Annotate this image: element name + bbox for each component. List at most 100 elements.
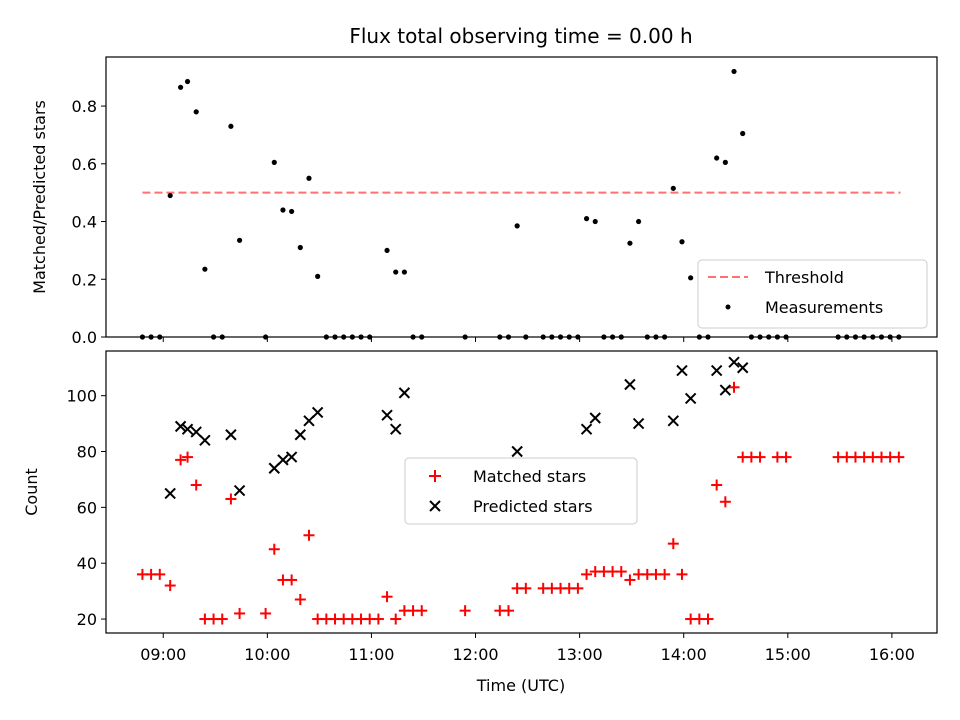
legend-threshold-label: Threshold [764, 268, 844, 287]
legend-measurements-swatch [725, 304, 731, 310]
matched-star-point [676, 568, 688, 580]
predicted-star-point [390, 423, 402, 435]
predicted-star-point [719, 384, 732, 396]
predicted-star-point [199, 434, 211, 447]
matched-star-point [719, 496, 731, 508]
legend-predicted-label: Predicted stars [473, 497, 593, 516]
measurement-point [228, 123, 234, 129]
measurement-point [627, 240, 633, 246]
measurement-point [167, 192, 173, 199]
measurement-point [202, 266, 208, 272]
measurement-point [688, 275, 694, 281]
matched-star-point [780, 451, 792, 463]
measurement-point [193, 109, 199, 115]
bottom-y-ticks: 20 40 60 80 100 [66, 387, 106, 629]
top-axes-frame [105, 56, 938, 338]
predicted-star-point [624, 378, 636, 391]
predicted-star-point [311, 406, 324, 419]
top-legend: Threshold Measurements [697, 259, 928, 329]
matched-star-point [164, 580, 176, 592]
matched-star-point [711, 479, 723, 491]
matched-star-point [234, 607, 246, 619]
measurement-point [306, 175, 312, 181]
matched-star-point [225, 493, 237, 505]
predicted-star-point [676, 364, 688, 377]
predicted-star-point [667, 415, 680, 427]
measurement-point [393, 269, 399, 275]
bottom-y-axis-label: Count [22, 468, 41, 516]
predicted-star-point [285, 451, 298, 463]
matched-star-point [416, 605, 428, 617]
matched-star-point [572, 582, 584, 594]
predicted-star-point [190, 426, 202, 438]
measurement-point [401, 269, 407, 275]
measurement-point [184, 78, 191, 85]
matched-star-point [294, 593, 306, 605]
bottom-y-tick-label: 20 [77, 610, 97, 629]
bottom-y-tick-label: 100 [66, 387, 97, 406]
predicted-star-point [589, 412, 601, 424]
matched-star-point [390, 613, 402, 625]
matched-star-point [667, 538, 679, 550]
matched-star-point [520, 582, 532, 594]
legend-matched-swatch [429, 470, 441, 482]
predicted-star-point [398, 387, 411, 399]
x-tick-label: 13:00 [557, 645, 603, 664]
predicted-star-point [294, 429, 307, 441]
predicted-star-point [632, 417, 645, 430]
matched-star-point [268, 543, 280, 555]
bottom-legend-box [404, 457, 638, 525]
matched-star-point [190, 479, 202, 491]
top-y-axis-label: Matched/Predicted stars [30, 100, 49, 294]
matched-star-point [381, 591, 393, 603]
top-legend-box [697, 259, 928, 329]
matched-star-point [303, 529, 315, 541]
matched-star-point [728, 381, 740, 393]
bottom-x-ticks: 09:00 10:00 11:00 12:00 13:00 14:00 15:00 16:00 [140, 633, 915, 664]
measurement-point [514, 223, 520, 229]
bottom-legend: Matched stars Predicted stars [404, 457, 638, 525]
x-tick-label: 14:00 [661, 645, 707, 664]
bottom-y-tick-label: 60 [77, 498, 97, 517]
x-tick-label: 10:00 [244, 645, 290, 664]
x-axis-label: Time (UTC) [476, 676, 565, 695]
top-y-tick-label: 0.0 [72, 328, 97, 347]
legend-matched-label: Matched stars [473, 467, 586, 486]
matched-star-point [502, 605, 514, 617]
x-tick-label: 15:00 [765, 645, 811, 664]
matched-star-point [459, 605, 471, 617]
matched-star-point [182, 451, 194, 463]
measurement-point [679, 239, 685, 245]
bottom-plot-area [136, 356, 905, 625]
measurement-point [297, 244, 303, 251]
measurement-point [583, 216, 590, 222]
predicted-star-point [277, 454, 289, 466]
matched-star-point [154, 568, 166, 580]
measurement-point [731, 68, 737, 75]
bottom-y-tick-label: 40 [77, 554, 97, 573]
bottom-axes-frame [105, 350, 938, 634]
matched-star-point [702, 613, 714, 625]
predicted-star-point [710, 364, 723, 377]
measurement-point [384, 247, 390, 254]
predicted-star-point [381, 409, 393, 421]
top-y-ticks: 0.0 0.2 0.4 0.6 0.8 [72, 97, 106, 347]
matched-star-point [893, 451, 905, 463]
measurement-point [315, 273, 321, 279]
bottom-panel: Count Time (UTC) 20 40 60 80 100 09:00 10:00 1… [22, 350, 938, 695]
predicted-star-point [728, 356, 740, 368]
top-y-tick-label: 0.6 [72, 155, 97, 174]
predicted-star-point [303, 415, 315, 427]
top-y-tick-label: 0.4 [72, 213, 97, 232]
predicted-star-point [268, 462, 280, 474]
measurement-point [714, 155, 720, 161]
measurement-point [636, 218, 642, 225]
matched-star-point [659, 568, 671, 580]
measurement-point [177, 84, 184, 90]
predicted-star-point [511, 445, 523, 458]
predicted-star-point [225, 429, 237, 441]
measurement-point [592, 218, 598, 225]
measurement-point [280, 207, 286, 213]
predicted-star-point [684, 392, 697, 405]
